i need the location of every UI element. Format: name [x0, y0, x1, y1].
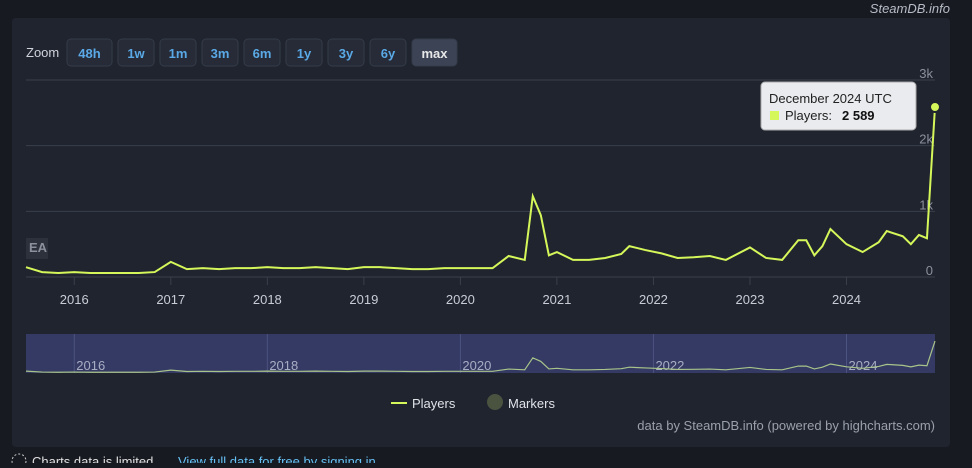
tooltip — [760, 81, 917, 131]
zoom-button[interactable] — [201, 38, 239, 67]
site: SteamDB.info — [870, 1, 950, 16]
navigator-label: 2022 — [655, 358, 684, 373]
zoom-label: Zoom — [26, 45, 59, 60]
x-tick-label: 2023 — [736, 292, 765, 307]
zoom-button-label[interactable]: 6m — [253, 46, 272, 61]
navigator-label: 2016 — [76, 358, 105, 373]
zoom-button-label[interactable]: 1m — [169, 46, 188, 61]
badge: EA — [29, 240, 48, 255]
zoom-buttons: 48h 1w 1m 3m 6m 1y 3y 6y max — [66, 38, 458, 67]
zoom-button[interactable] — [411, 38, 458, 67]
legend-label: Markers — [508, 396, 555, 411]
zoom-button-label[interactable]: 1w — [127, 46, 145, 61]
zoom-button[interactable] — [369, 38, 407, 67]
zoom-button-label[interactable]: 3y — [339, 46, 354, 61]
y-tick-label: 3k — [919, 66, 933, 81]
y-tick-label: 2k — [919, 132, 933, 147]
x-tick-label: 2019 — [349, 292, 378, 307]
tooltip-value: 2 589 — [842, 108, 875, 123]
zoom-button-label[interactable]: 6y — [381, 46, 396, 61]
credits: data by SteamDB.info (powered by highcha… — [637, 418, 935, 433]
legend-marker — [487, 394, 503, 410]
x-tick-label: 2017 — [156, 292, 185, 307]
signin-link[interactable]: View full data for free by signing in — [178, 454, 376, 468]
y-tick-label: 0 — [926, 263, 933, 278]
y-tick-label: 1k — [919, 197, 933, 212]
badge-bg — [26, 238, 48, 259]
zoom-button-label[interactable]: max — [421, 46, 448, 61]
x-tick-label: 2020 — [446, 292, 475, 307]
tooltip-swatch — [770, 111, 779, 120]
series-line — [25, 106, 936, 275]
x-tick-label: 2016 — [60, 292, 89, 307]
zoom-button[interactable] — [66, 38, 113, 67]
hover-point — [929, 100, 941, 113]
navigator-line — [25, 340, 936, 373]
tooltip-date: December 2024 UTC — [769, 91, 892, 106]
x-tick-label: 2022 — [639, 292, 668, 307]
navigator-label: 2018 — [269, 358, 298, 373]
zoom-button[interactable] — [327, 38, 365, 67]
zoom-button-label[interactable]: 3m — [211, 46, 230, 61]
notice-icon — [11, 453, 27, 468]
x-tick-label: 2021 — [542, 292, 571, 307]
navigator — [26, 334, 935, 373]
x-tick-label: 2018 — [253, 292, 282, 307]
plot: 0 1k 2k 3k 2016 2017 2018 2019 2020 2021 2022 2023 2… — [25, 66, 941, 411]
navigator-label: 2020 — [462, 358, 491, 373]
navigator-label: 2024 — [849, 358, 878, 373]
zoom-button-label[interactable]: 1y — [297, 46, 312, 61]
notice: Charts data is limited. — [32, 454, 157, 463]
x-tick-label: 2024 — [832, 292, 861, 307]
tooltip-label: Players: — [785, 108, 832, 123]
zoom-button-label[interactable]: 48h — [78, 46, 100, 61]
legend-label: Players — [412, 396, 456, 411]
zoom-button[interactable] — [243, 38, 281, 67]
zoom-button[interactable] — [117, 38, 155, 67]
zoom-button[interactable] — [285, 38, 323, 67]
zoom-button[interactable] — [159, 38, 197, 67]
